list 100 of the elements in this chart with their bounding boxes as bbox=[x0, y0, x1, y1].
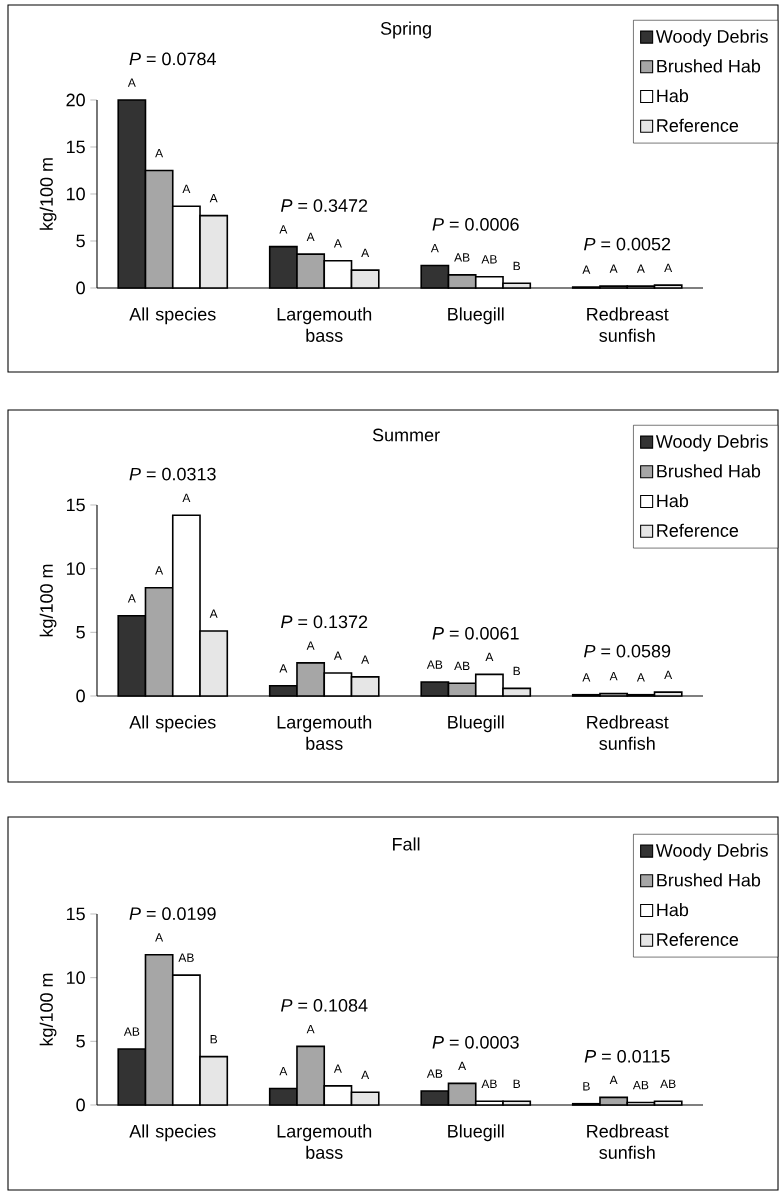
y-tick-label: 10 bbox=[66, 971, 85, 985]
y-tick-label: 15 bbox=[66, 498, 85, 512]
data-label: A bbox=[664, 263, 673, 272]
y-tick-label: 0 bbox=[76, 689, 85, 703]
data-label: A bbox=[182, 493, 191, 502]
data-label: AB bbox=[426, 1069, 443, 1078]
legend-label: Hab bbox=[657, 89, 689, 103]
annotation: P = 0.0003 bbox=[432, 1035, 519, 1049]
data-label: AB bbox=[454, 253, 470, 262]
x-tick-label: Redbreast sunfish bbox=[587, 1124, 669, 1159]
chart-title: Summer bbox=[372, 428, 440, 442]
y-tick-label: 5 bbox=[76, 626, 85, 639]
data-label: A bbox=[333, 1064, 342, 1073]
data-label: A bbox=[127, 78, 136, 87]
y-axis-title: kg/100 m bbox=[39, 973, 57, 1046]
data-label: A bbox=[279, 664, 288, 673]
legend-label: Reference bbox=[657, 118, 739, 132]
legend-label: Reference bbox=[657, 932, 739, 946]
data-label: AB bbox=[660, 1079, 676, 1088]
annotation: P = 0.0052 bbox=[584, 237, 671, 251]
y-axis-title: kg/100 m bbox=[39, 564, 57, 637]
data-label: AB bbox=[481, 255, 497, 264]
data-label: A bbox=[155, 933, 164, 942]
data-label: AB bbox=[426, 660, 443, 669]
data-label: A bbox=[609, 264, 618, 273]
data-label: A bbox=[664, 670, 673, 679]
x-tick-label: All species bbox=[129, 715, 216, 733]
data-label: A bbox=[430, 243, 439, 253]
data-label: A bbox=[636, 673, 645, 682]
y-tick-label: 5 bbox=[76, 234, 85, 248]
data-label: B bbox=[513, 261, 521, 271]
y-tick-label: 10 bbox=[66, 187, 85, 201]
x-tick-label: Bluegill bbox=[448, 307, 504, 325]
y-tick-label: 15 bbox=[66, 140, 85, 154]
x-tick-label: Redbreast sunfish bbox=[587, 715, 669, 750]
legend-label: Woody Debris bbox=[655, 843, 768, 861]
x-tick-label: Largemouth bass bbox=[277, 307, 372, 342]
data-label: A bbox=[209, 194, 218, 203]
data-label: A bbox=[155, 566, 164, 575]
data-label: B bbox=[513, 1079, 521, 1088]
x-tick-label: Bluegill bbox=[448, 1124, 504, 1142]
y-tick-label: 10 bbox=[66, 562, 85, 576]
data-label: AB bbox=[178, 953, 194, 962]
text: P = 0.0313 bbox=[129, 467, 216, 481]
data-label: A bbox=[582, 673, 591, 682]
legend-label: Brushed Hab bbox=[657, 59, 761, 73]
annotation: P = 0.0061 bbox=[432, 626, 519, 640]
data-label: A bbox=[361, 248, 370, 257]
text: P = 0.0784 bbox=[129, 52, 216, 66]
data-label: A bbox=[155, 148, 164, 158]
chart-title: Spring bbox=[380, 21, 431, 39]
data-label: A bbox=[361, 1070, 370, 1080]
data-label: A bbox=[333, 239, 342, 248]
chart-title: Fall bbox=[393, 837, 420, 851]
legend-label: Hab bbox=[657, 903, 689, 917]
x-tick-label: All species bbox=[129, 1124, 216, 1142]
x-tick-label: Largemouth bass bbox=[277, 715, 372, 750]
annotation: P = 0.0006 bbox=[432, 217, 519, 231]
annotation: P = 0.3472 bbox=[281, 199, 368, 212]
x-tick-label: Largemouth bass bbox=[277, 1124, 372, 1159]
data-label: AB bbox=[454, 661, 470, 671]
data-label: B bbox=[513, 666, 521, 676]
data-label: B bbox=[583, 1082, 590, 1091]
annotation: P = 0.1372 bbox=[281, 615, 368, 629]
data-label: A bbox=[485, 652, 494, 662]
data-label: A bbox=[609, 671, 618, 681]
legend-label: Reference bbox=[657, 523, 739, 537]
data-label: A bbox=[182, 184, 191, 193]
data-label: A bbox=[279, 225, 288, 234]
data-label: AB bbox=[632, 1080, 649, 1090]
data-label: A bbox=[306, 641, 315, 650]
data-label: A bbox=[209, 609, 218, 618]
data-label: AB bbox=[481, 1079, 497, 1088]
data-label: A bbox=[361, 655, 370, 664]
annotation: P = 0.0115 bbox=[584, 1049, 670, 1063]
y-tick-label: 0 bbox=[76, 281, 85, 295]
data-label: A bbox=[306, 232, 315, 241]
data-label: A bbox=[306, 1024, 315, 1034]
data-label: A bbox=[609, 1075, 618, 1085]
data-label: B bbox=[210, 1035, 218, 1044]
x-tick-label: Redbreast sunfish bbox=[587, 307, 669, 342]
data-label: A bbox=[582, 265, 591, 274]
y-tick-label: 15 bbox=[66, 907, 85, 921]
annotation: P = 0.1084 bbox=[281, 998, 368, 1012]
data-label: AB bbox=[123, 1027, 140, 1036]
data-label: A bbox=[458, 1061, 467, 1071]
annotation: P = 0.0589 bbox=[584, 644, 671, 658]
y-tick-label: 5 bbox=[76, 1035, 85, 1048]
y-tick-label: 0 bbox=[76, 1098, 85, 1112]
data-label: A bbox=[333, 651, 342, 660]
legend-label: Brushed Hab bbox=[657, 873, 761, 887]
legend-label: Woody Debris bbox=[655, 434, 768, 452]
data-label: A bbox=[127, 594, 136, 603]
x-tick-label: All species bbox=[129, 307, 216, 325]
legend-label: Hab bbox=[657, 494, 689, 508]
data-label: A bbox=[636, 264, 645, 273]
x-tick-label: Bluegill bbox=[448, 715, 504, 733]
legend-label: Brushed Hab bbox=[657, 464, 761, 478]
legend-label: Woody Debris bbox=[655, 29, 768, 47]
data-label: A bbox=[279, 1066, 288, 1076]
